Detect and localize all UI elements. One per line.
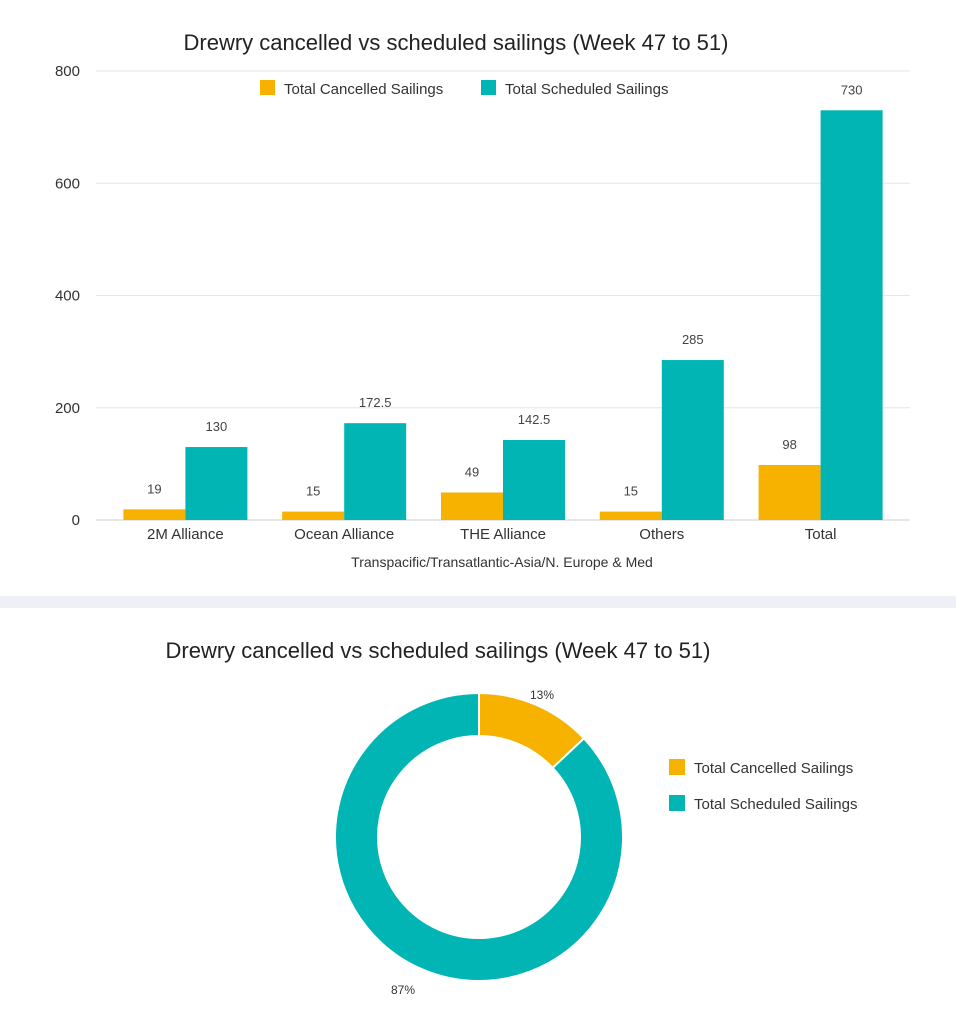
- legend-label-scheduled: Total Scheduled Sailings: [694, 796, 857, 813]
- y-tick-label: 800: [55, 63, 80, 80]
- data-label: 15: [624, 484, 638, 499]
- legend-item-cancelled[interactable]: Total Cancelled Sailings: [260, 80, 443, 98]
- legend-swatch-cancelled: [260, 80, 275, 95]
- donut-slice-scheduled[interactable]: [334, 691, 624, 982]
- legend-item-scheduled[interactable]: Total Scheduled Sailings: [669, 795, 857, 813]
- data-label: 142.5: [518, 412, 551, 427]
- data-label: 285: [682, 332, 704, 347]
- bar-cancelled[interactable]: [123, 509, 186, 520]
- data-label: 19: [147, 481, 161, 496]
- donut-chart-legend: Total Cancelled Sailings Total Scheduled…: [669, 759, 857, 813]
- bar-chart-x-axis: 2M Alliance Ocean Alliance THE Alliance Oth…: [147, 526, 836, 543]
- bar-chart-title: Drewry cancelled vs scheduled sailings (…: [184, 30, 729, 55]
- data-label: 130: [206, 419, 228, 434]
- donut-chart: Drewry cancelled vs scheduled sailings (…: [166, 638, 858, 997]
- data-label: 49: [465, 464, 479, 479]
- slice-percent-label: 87%: [391, 983, 415, 997]
- bar-chart-y-axis: 0 200 400 600 800: [55, 63, 80, 529]
- bar-scheduled[interactable]: [185, 447, 248, 520]
- bar-chart-bars: [123, 110, 883, 520]
- data-label: 172.5: [359, 395, 392, 410]
- bar-cancelled[interactable]: [758, 464, 821, 520]
- legend-item-cancelled[interactable]: Total Cancelled Sailings: [669, 759, 853, 777]
- bar-scheduled[interactable]: [820, 110, 883, 520]
- bar-scheduled[interactable]: [344, 423, 407, 520]
- slice-percent-label: 13%: [530, 688, 554, 702]
- y-tick-label: 600: [55, 175, 80, 192]
- data-label: 98: [782, 437, 796, 452]
- x-tick-label: THE Alliance: [460, 526, 546, 543]
- legend-label-scheduled: Total Scheduled Sailings: [505, 81, 668, 98]
- legend-swatch-scheduled: [481, 80, 496, 95]
- donut-slices: [334, 691, 624, 982]
- bar-cancelled[interactable]: [599, 511, 662, 520]
- bar-chart: Drewry cancelled vs scheduled sailings (…: [55, 30, 910, 570]
- y-tick-label: 0: [72, 512, 80, 529]
- legend-swatch-cancelled: [669, 759, 685, 775]
- legend-label-cancelled: Total Cancelled Sailings: [284, 81, 443, 98]
- x-tick-label: Others: [639, 526, 684, 543]
- data-label: 15: [306, 484, 320, 499]
- donut-chart-title: Drewry cancelled vs scheduled sailings (…: [166, 638, 711, 663]
- bar-cancelled[interactable]: [282, 511, 345, 520]
- legend-label-cancelled: Total Cancelled Sailings: [694, 760, 853, 777]
- bar-cancelled[interactable]: [441, 492, 503, 520]
- bar-scheduled[interactable]: [503, 440, 565, 520]
- y-tick-label: 200: [55, 400, 80, 417]
- bar-chart-legend: Total Cancelled Sailings Total Scheduled…: [260, 80, 668, 98]
- bar-chart-panel: Drewry cancelled vs scheduled sailings (…: [54, 30, 910, 570]
- data-label: 730: [841, 82, 863, 97]
- legend-item-scheduled[interactable]: Total Scheduled Sailings: [481, 80, 668, 98]
- x-tick-label: 2M Alliance: [147, 526, 224, 543]
- panel-separator: [0, 596, 956, 608]
- y-tick-label: 400: [55, 288, 80, 305]
- x-tick-label: Total: [805, 526, 837, 543]
- x-axis-title: Transpacific/Transatlantic-Asia/N. Europ…: [351, 554, 653, 570]
- bar-chart-data-labels: 19 130 15 172.5 49 142.5 15 285 98 730: [147, 82, 862, 498]
- donut-chart-panel: Drewry cancelled vs scheduled sailings (…: [0, 608, 956, 1016]
- legend-swatch-scheduled: [669, 795, 685, 811]
- x-tick-label: Ocean Alliance: [294, 526, 394, 543]
- bar-scheduled[interactable]: [661, 360, 724, 520]
- donut-slice-labels: 13% 87%: [391, 688, 554, 997]
